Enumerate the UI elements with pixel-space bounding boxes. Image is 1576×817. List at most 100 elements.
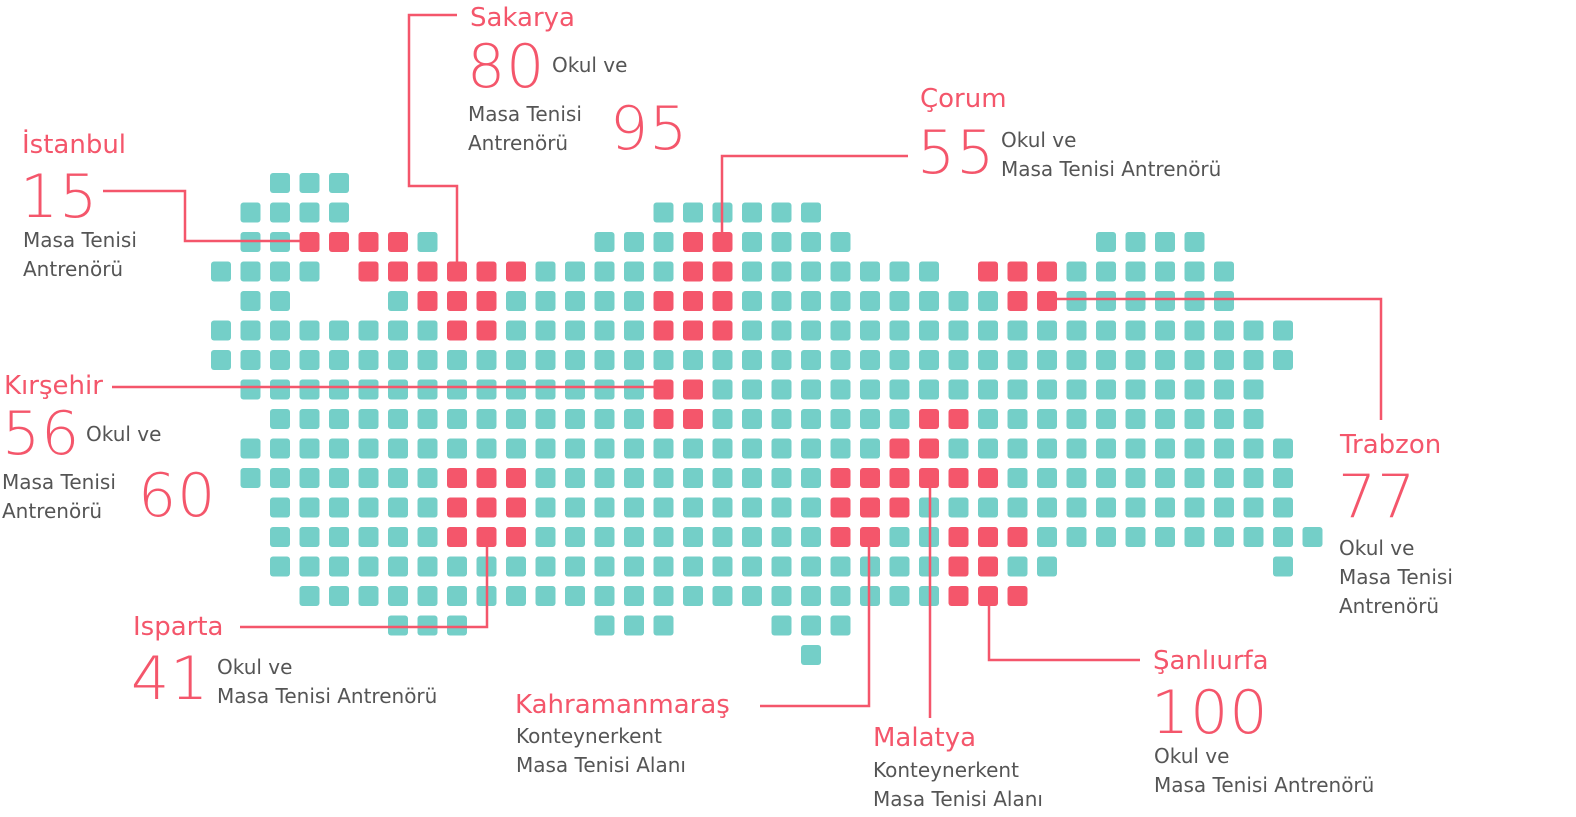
map-tile — [771, 379, 792, 400]
map-tile — [506, 291, 526, 311]
map-tile — [889, 527, 910, 547]
map-tile-highlighted — [1007, 261, 1028, 282]
map-tile — [683, 527, 703, 547]
map-tile — [1037, 556, 1057, 577]
map-tile — [329, 350, 349, 370]
map-tile — [1155, 497, 1175, 518]
map-tile — [299, 527, 320, 547]
map-tile — [388, 615, 408, 636]
map-tile — [506, 409, 526, 429]
map-tile — [1184, 320, 1205, 341]
count-sakarya-schools: 80 — [467, 32, 546, 102]
map-tile — [624, 232, 644, 252]
map-tile — [299, 173, 320, 193]
map-tile — [801, 202, 821, 223]
map-tile — [683, 497, 703, 518]
map-tile — [771, 468, 792, 488]
map-tile — [299, 379, 320, 400]
map-tile — [1214, 438, 1234, 459]
map-tile — [771, 409, 792, 429]
map-tile — [801, 261, 821, 282]
map-tile — [1243, 438, 1264, 459]
map-tile — [801, 586, 821, 606]
map-tile — [1243, 320, 1264, 341]
map-tile-highlighted — [683, 409, 703, 429]
map-tile-highlighted — [948, 586, 969, 606]
map-tile — [1184, 409, 1205, 429]
map-tile — [771, 232, 792, 252]
map-tile-highlighted — [889, 468, 910, 488]
map-tile — [889, 261, 910, 282]
map-tile — [653, 232, 674, 252]
leader-trabzon — [1046, 297, 1383, 420]
leader-istanbul — [103, 189, 301, 243]
map-tile — [1096, 527, 1116, 547]
map-tile — [1184, 497, 1205, 518]
map-tile — [1155, 320, 1175, 341]
map-tile — [565, 468, 585, 488]
map-tile — [329, 468, 349, 488]
map-tile — [624, 497, 644, 518]
map-tile — [535, 261, 556, 282]
map-tile — [329, 586, 349, 606]
map-tile — [417, 320, 438, 341]
map-tile — [1243, 379, 1264, 400]
map-tile-highlighted — [712, 232, 733, 252]
map-tile — [830, 261, 851, 282]
map-tile — [1273, 468, 1293, 488]
desc-sanliurfa-line1: Okul ve — [1154, 744, 1230, 768]
map-tile-highlighted — [329, 232, 349, 252]
map-tile — [889, 320, 910, 341]
map-tile — [1096, 468, 1116, 488]
map-tile — [535, 291, 556, 311]
map-tile — [624, 527, 644, 547]
map-tile — [830, 232, 851, 252]
map-tile-highlighted — [978, 527, 998, 547]
map-tile — [270, 173, 290, 193]
desc-sakarya-line1: Okul ve — [552, 53, 628, 77]
map-tile-highlighted — [447, 527, 467, 547]
desc-istanbul-line2: Antrenörü — [23, 257, 124, 281]
map-tile — [1096, 497, 1116, 518]
map-tile — [742, 379, 762, 400]
map-tile — [771, 527, 792, 547]
map-tile — [771, 497, 792, 518]
map-tile — [565, 320, 585, 341]
map-tile — [653, 468, 674, 488]
map-tile — [240, 291, 261, 311]
desc-sakarya-line3: Antrenörü — [468, 131, 569, 155]
map-tile — [1037, 527, 1057, 547]
map-tile — [742, 261, 762, 282]
map-tile — [978, 409, 998, 429]
map-tile — [506, 379, 526, 400]
map-tile — [1007, 409, 1028, 429]
map-tile-highlighted — [388, 232, 408, 252]
map-tile-highlighted — [978, 261, 998, 282]
map-tile-highlighted — [358, 261, 379, 282]
map-tile — [948, 350, 969, 370]
map-tile — [1214, 379, 1234, 400]
map-tile — [1302, 527, 1323, 547]
map-tile — [270, 261, 290, 282]
map-tile — [240, 350, 261, 370]
map-tile-highlighted — [830, 468, 851, 488]
map-tile-highlighted — [1037, 291, 1057, 311]
map-tile — [712, 497, 733, 518]
map-tile — [417, 527, 438, 547]
count-trabzon: 77 — [1338, 462, 1417, 532]
map-tile — [358, 586, 379, 606]
map-tile-highlighted — [653, 409, 674, 429]
map-tile — [299, 468, 320, 488]
map-tile — [447, 379, 467, 400]
map-tile — [299, 497, 320, 518]
map-tile — [830, 379, 851, 400]
map-tile — [1125, 232, 1146, 252]
map-tile — [801, 497, 821, 518]
map-tile — [417, 409, 438, 429]
map-tile-highlighted — [388, 261, 408, 282]
map-tile — [1184, 438, 1205, 459]
map-tile — [594, 291, 615, 311]
map-tile — [1214, 527, 1234, 547]
map-tile — [801, 527, 821, 547]
map-tile — [653, 497, 674, 518]
